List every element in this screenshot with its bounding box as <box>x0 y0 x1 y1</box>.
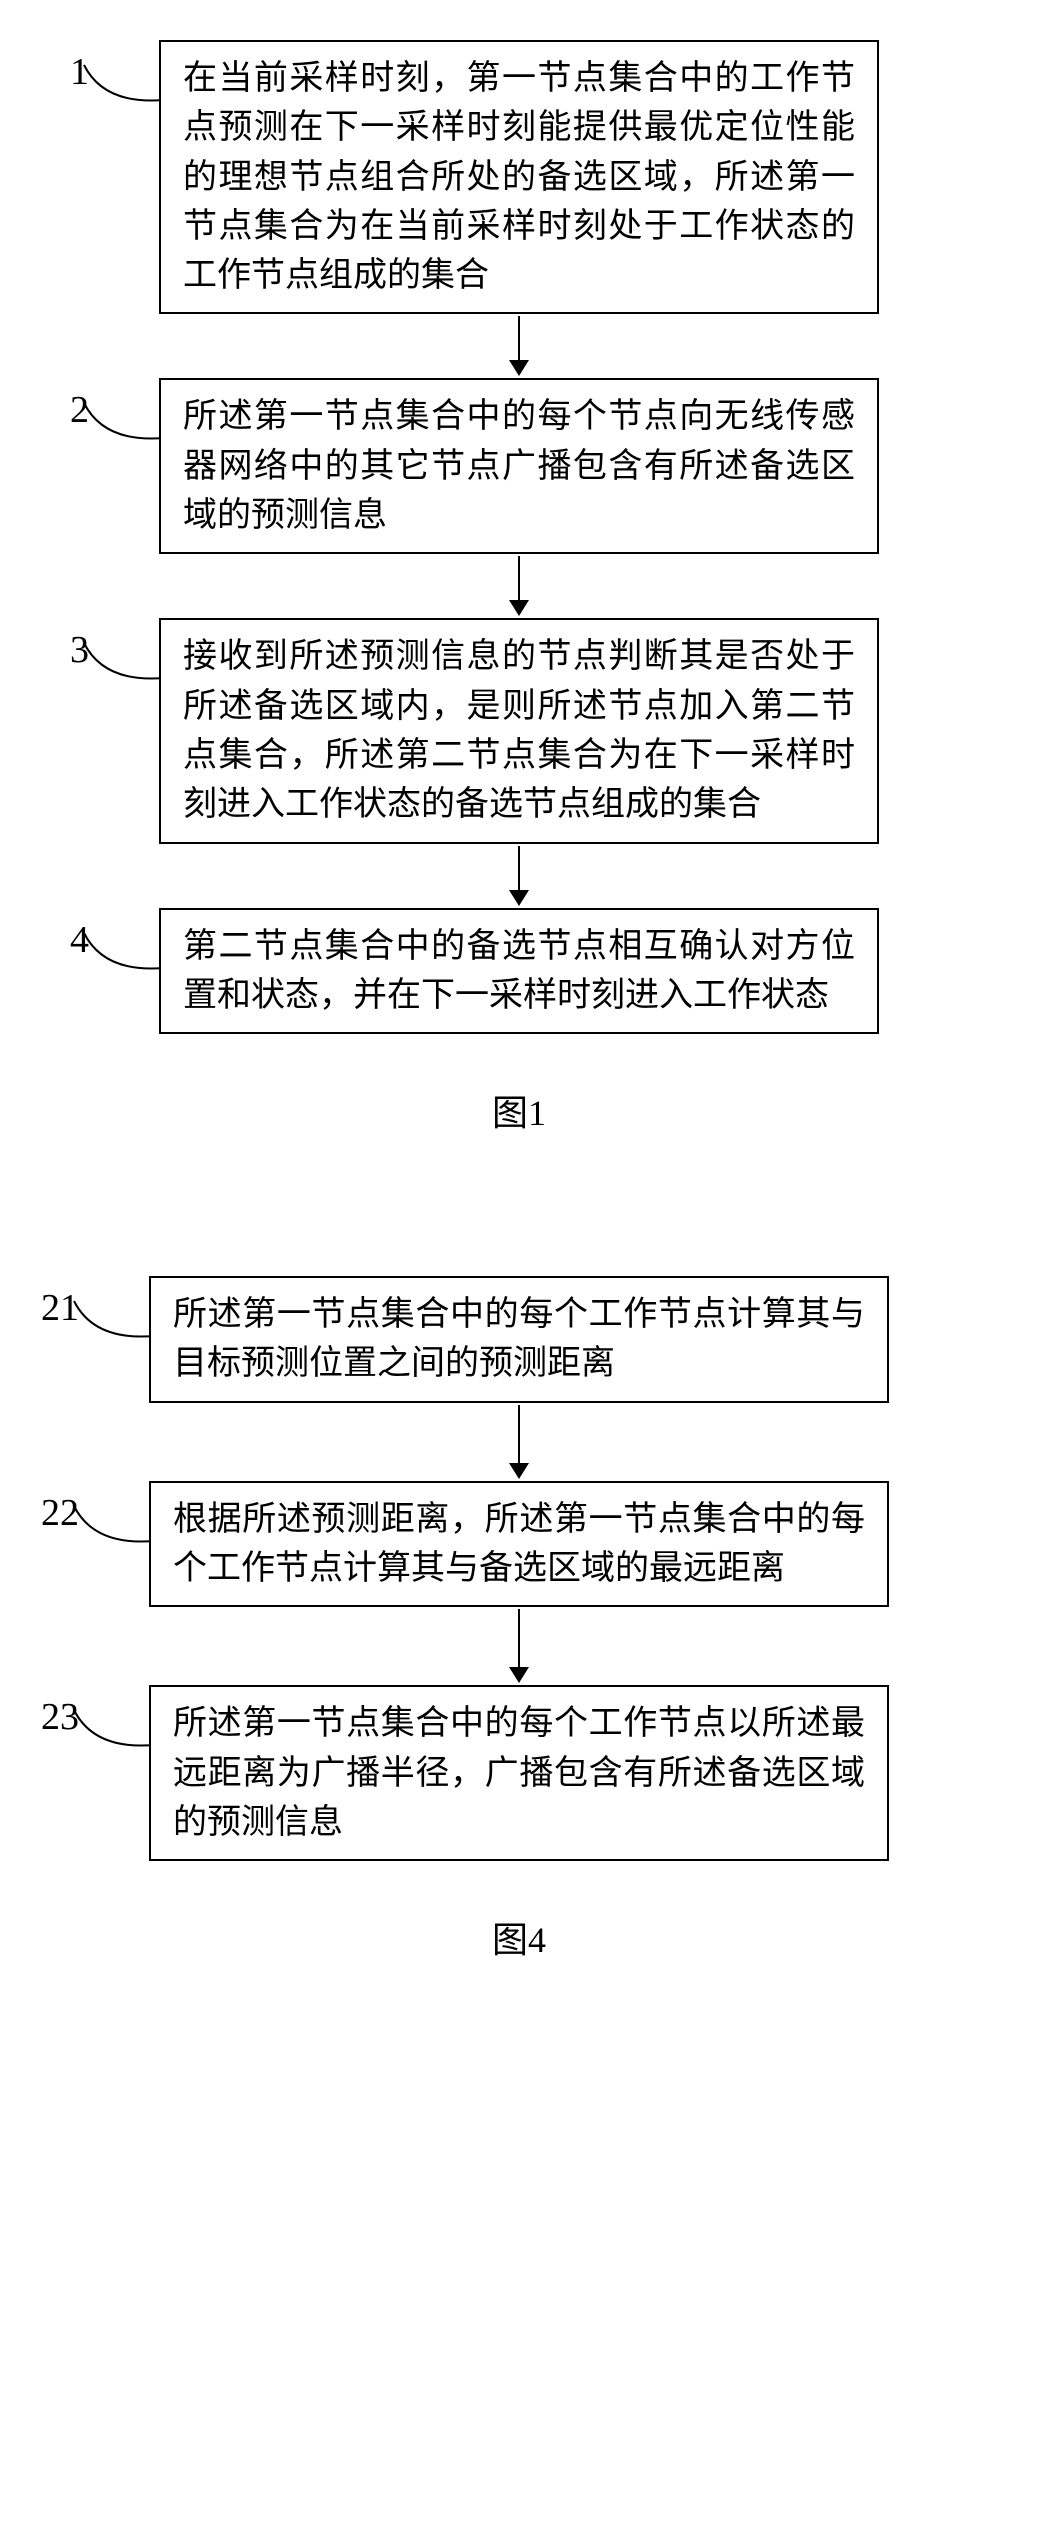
step-box: 所述第一节点集合中的每个工作节点以所述最远距离为广播半径，广播包含有所述备选区域… <box>149 1685 889 1861</box>
step-row: 21 所述第一节点集合中的每个工作节点计算其与目标预测位置之间的预测距离 <box>149 1276 889 1403</box>
connector-line <box>79 928 169 988</box>
figure-1: 1 在当前采样时刻，第一节点集合中的工作节点预测在下一采样时刻能提供最优定位性能… <box>159 40 879 1136</box>
connector-line <box>69 1501 159 1561</box>
step-row: 2 所述第一节点集合中的每个节点向无线传感器网络中的其它节点广播包含有所述备选区… <box>159 378 879 554</box>
arrow-icon <box>509 1405 529 1479</box>
step-row: 22 根据所述预测距离，所述第一节点集合中的每个工作节点计算其与备选区域的最远距… <box>149 1481 889 1608</box>
figure-4: 21 所述第一节点集合中的每个工作节点计算其与目标预测位置之间的预测距离 22 … <box>149 1276 889 1963</box>
connector-line <box>79 398 169 458</box>
step-row: 23 所述第一节点集合中的每个工作节点以所述最远距离为广播半径，广播包含有所述备… <box>149 1685 889 1861</box>
arrow-icon <box>509 556 529 616</box>
step-box: 所述第一节点集合中的每个工作节点计算其与目标预测位置之间的预测距离 <box>149 1276 889 1403</box>
step-row: 3 接收到所述预测信息的节点判断其是否处于所述备选区域内，是则所述节点加入第二节… <box>159 618 879 843</box>
step-box: 根据所述预测距离，所述第一节点集合中的每个工作节点计算其与备选区域的最远距离 <box>149 1481 889 1608</box>
connector-line <box>69 1705 159 1765</box>
connector-line <box>79 638 169 698</box>
connector-line <box>79 60 169 120</box>
step-box: 所述第一节点集合中的每个节点向无线传感器网络中的其它节点广播包含有所述备选区域的… <box>159 378 879 554</box>
arrow-icon <box>509 316 529 376</box>
step-row: 4 第二节点集合中的备选节点相互确认对方位置和状态，并在下一采样时刻进入工作状态 <box>159 908 879 1035</box>
step-box: 接收到所述预测信息的节点判断其是否处于所述备选区域内，是则所述节点加入第二节点集… <box>159 618 879 843</box>
step-row: 1 在当前采样时刻，第一节点集合中的工作节点预测在下一采样时刻能提供最优定位性能… <box>159 40 879 314</box>
step-box: 在当前采样时刻，第一节点集合中的工作节点预测在下一采样时刻能提供最优定位性能的理… <box>159 40 879 314</box>
arrow-icon <box>509 846 529 906</box>
step-box: 第二节点集合中的备选节点相互确认对方位置和状态，并在下一采样时刻进入工作状态 <box>159 908 879 1035</box>
connector-line <box>69 1296 159 1356</box>
figure-caption: 图1 <box>492 1084 546 1136</box>
figure-caption: 图4 <box>492 1911 546 1963</box>
arrow-icon <box>509 1609 529 1683</box>
